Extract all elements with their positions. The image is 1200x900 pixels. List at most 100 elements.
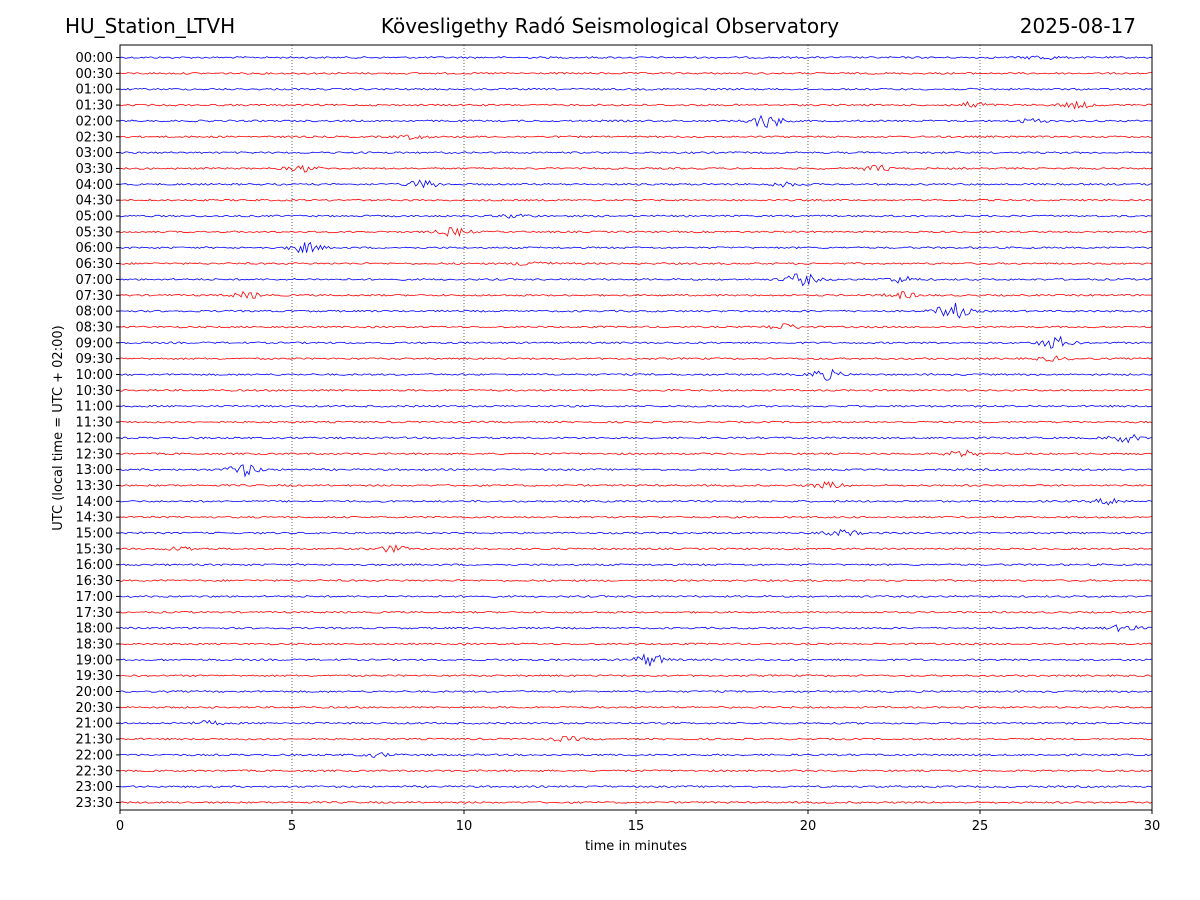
grid-lines: [291, 45, 981, 810]
trace-1300: [119, 464, 1153, 478]
trace-2200: [119, 752, 1153, 759]
trace-1530: [119, 544, 1153, 554]
trace-1800: [119, 624, 1153, 633]
y-tick-label: 18:30: [76, 637, 113, 652]
trace-0430: [119, 198, 1153, 202]
trace-2230: [119, 769, 1153, 773]
trace-0630: [119, 261, 1153, 266]
x-tick-label: 25: [972, 819, 989, 834]
y-tick-label: 00:30: [76, 67, 113, 82]
y-tick-label: 02:00: [76, 114, 113, 129]
y-tick-label: 04:30: [76, 194, 113, 209]
trace-0100: [119, 87, 1153, 91]
y-tick-label: 16:30: [76, 574, 113, 589]
y-tick-label: 08:00: [76, 305, 113, 320]
y-tick-label: 12:00: [76, 431, 113, 446]
y-tick-label: 14:30: [76, 511, 113, 526]
y-tick-label: 09:00: [76, 336, 113, 351]
trace-1700: [119, 594, 1153, 598]
x-axis: 0 5 10 15 20 25 30: [116, 810, 1160, 834]
y-axis-label: UTC (local time = UTC + 02:00): [51, 325, 66, 530]
trace-1400: [119, 497, 1153, 506]
y-tick-label: 17:00: [76, 590, 113, 605]
trace-1900: [119, 653, 1153, 667]
y-tick-label: 11:30: [76, 416, 113, 431]
y-tick-label: 03:30: [76, 162, 113, 177]
trace-0600: [119, 241, 1153, 254]
trace-2130: [119, 735, 1153, 743]
y-tick-label: 21:30: [76, 733, 113, 748]
trace-1500: [119, 528, 1153, 537]
y-tick-label: 15:00: [76, 527, 113, 542]
trace-0830: [119, 323, 1153, 330]
trace-1930: [119, 674, 1153, 678]
y-tick-label: 23:00: [76, 780, 113, 795]
trace-1830: [119, 642, 1153, 646]
trace-1630: [120, 579, 1152, 582]
trace-0700: [119, 273, 1153, 287]
trace-0900: [119, 335, 1153, 349]
trace-0800: [119, 302, 1153, 319]
traces: [119, 55, 1153, 804]
y-tick-label: 19:00: [76, 653, 113, 668]
trace-2330: [119, 801, 1153, 804]
trace-1430: [119, 515, 1153, 519]
trace-2300: [119, 785, 1153, 789]
y-tick-label: 00:00: [76, 51, 113, 66]
y-tick-label: 17:30: [76, 606, 113, 621]
y-tick-label: 20:30: [76, 701, 113, 716]
y-tick-label: 11:00: [76, 400, 113, 415]
y-tick-label: 07:30: [76, 289, 113, 304]
y-tick-label: 06:00: [76, 241, 113, 256]
trace-1200: [119, 433, 1153, 444]
trace-0130: [119, 100, 1153, 110]
y-tick-label: 09:30: [76, 352, 113, 367]
trace-0530: [120, 227, 1153, 238]
y-tick-label: 01:30: [76, 99, 113, 114]
trace-1730: [119, 610, 1153, 614]
y-axis: 00:0000:3001:0001:3002:0002:3003:0003:30…: [76, 51, 120, 811]
x-tick-label: 10: [456, 819, 473, 834]
x-axis-label: time in minutes: [585, 839, 687, 854]
y-tick-label: 10:00: [76, 368, 113, 383]
trace-0300: [119, 151, 1153, 154]
y-tick-label: 14:00: [76, 495, 113, 510]
x-tick-label: 5: [288, 819, 296, 834]
date-title: 2025-08-17: [1019, 14, 1136, 38]
y-tick-label: 03:00: [76, 146, 113, 161]
y-tick-label: 21:00: [76, 717, 113, 732]
trace-1000: [119, 368, 1153, 381]
trace-0330: [119, 164, 1153, 173]
y-tick-label: 05:00: [76, 210, 113, 225]
trace-1030: [119, 389, 1153, 392]
trace-0400: [119, 179, 1153, 189]
trace-2000: [119, 690, 1153, 693]
y-tick-label: 18:00: [76, 622, 113, 637]
y-tick-label: 19:30: [76, 669, 113, 684]
x-tick-label: 20: [800, 819, 817, 834]
station-title: HU_Station_LTVH: [65, 14, 236, 38]
y-tick-label: 13:30: [76, 479, 113, 494]
y-tick-label: 23:30: [76, 796, 113, 811]
trace-0230: [119, 134, 1153, 141]
x-tick-label: 0: [116, 819, 124, 834]
y-tick-label: 01:00: [76, 83, 113, 98]
y-tick-label: 22:00: [76, 748, 113, 763]
trace-2030: [119, 706, 1153, 709]
trace-1330: [119, 481, 1153, 489]
y-tick-label: 13:00: [76, 463, 113, 478]
y-tick-label: 04:00: [76, 178, 113, 193]
y-tick-label: 22:30: [76, 764, 113, 779]
y-tick-label: 10:30: [76, 384, 113, 399]
trace-2100: [119, 719, 1153, 726]
trace-1100: [120, 404, 1153, 408]
y-tick-label: 16:00: [76, 558, 113, 573]
trace-0930: [119, 355, 1153, 362]
trace-1130: [119, 420, 1153, 424]
x-tick-label: 30: [1144, 819, 1161, 834]
y-tick-label: 07:00: [76, 273, 113, 288]
y-tick-label: 06:30: [76, 257, 113, 272]
y-tick-label: 20:00: [76, 685, 113, 700]
y-tick-label: 02:30: [76, 130, 113, 145]
